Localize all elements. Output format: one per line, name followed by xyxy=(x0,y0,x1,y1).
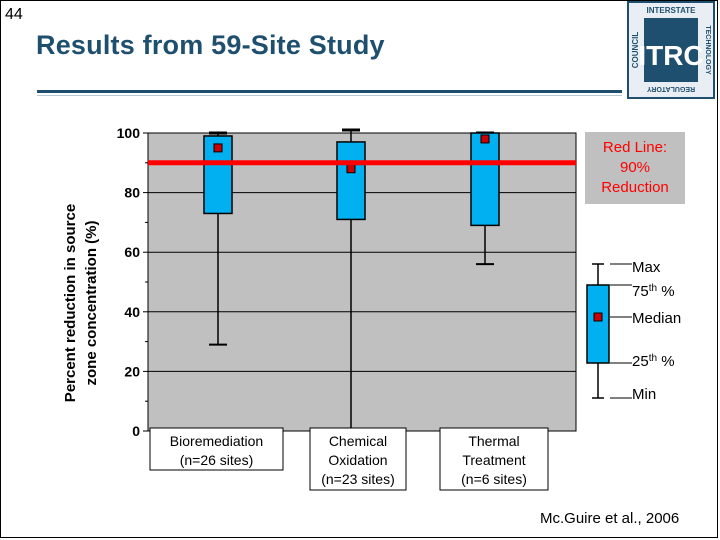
header-rule-thin xyxy=(37,95,622,96)
legend-box xyxy=(586,284,610,364)
box-median-marker xyxy=(480,134,490,144)
legend-median-label: Median xyxy=(632,310,681,327)
legend-min-label: Min xyxy=(632,386,656,403)
legend-q3-label: 75th % xyxy=(632,283,675,301)
reference-callout-label: 90% xyxy=(620,159,650,176)
category-label: Bioremediation xyxy=(170,433,263,449)
slide-number: 44 xyxy=(5,6,23,23)
y-tick-label: 60 xyxy=(124,244,140,260)
category-label: Oxidation xyxy=(328,452,387,468)
category-label: (n=6 sites) xyxy=(461,471,527,487)
y-tick-label: 80 xyxy=(124,185,140,201)
logo-ring-top: INTERSTATE xyxy=(646,6,696,15)
y-tick-label: 40 xyxy=(124,304,140,320)
header-rule xyxy=(37,90,622,93)
category-label: (n=23 sites) xyxy=(321,471,395,487)
y-tick-label: 100 xyxy=(117,125,141,141)
category-label: Thermal xyxy=(468,433,519,449)
category-label: Treatment xyxy=(462,452,525,468)
box-median-marker xyxy=(346,164,356,174)
reference-callout-label: Reduction xyxy=(601,179,669,196)
reference-callout-box xyxy=(585,132,685,204)
itrc-logo: ITRC INTERSTATE REGULATORY COUNCIL TECHN… xyxy=(627,1,715,99)
legend-max-label: Max xyxy=(632,259,661,276)
legend-q1-label: 25th % xyxy=(632,353,675,371)
page-title: Results from 59-Site Study xyxy=(36,30,385,60)
logo-letters: ITRC xyxy=(638,40,703,71)
y-axis-label-line1: Percent reduction in source xyxy=(62,204,79,402)
y-tick-label: 0 xyxy=(132,423,140,439)
category-label: Chemical xyxy=(329,433,387,449)
category-label-box xyxy=(439,427,549,491)
y-tick-label: 20 xyxy=(124,363,140,379)
citation: Mc.Guire et al., 2006 xyxy=(540,510,680,527)
reference-callout-label: Red Line: xyxy=(603,139,667,156)
y-axis-label-line2: zone concentration (%) xyxy=(83,220,100,385)
logo-ring-left: COUNCIL xyxy=(631,32,640,69)
box-iqr xyxy=(336,141,366,221)
box-median-marker xyxy=(213,143,223,153)
legend-median-marker xyxy=(593,312,603,322)
logo-ring-bottom: REGULATORY xyxy=(647,85,695,92)
logo-ring-right: TECHNOLOGY xyxy=(704,25,711,75)
box-iqr xyxy=(470,132,500,227)
category-label-box xyxy=(309,427,407,491)
category-label: (n=26 sites) xyxy=(180,452,254,468)
category-label-box xyxy=(149,427,284,471)
